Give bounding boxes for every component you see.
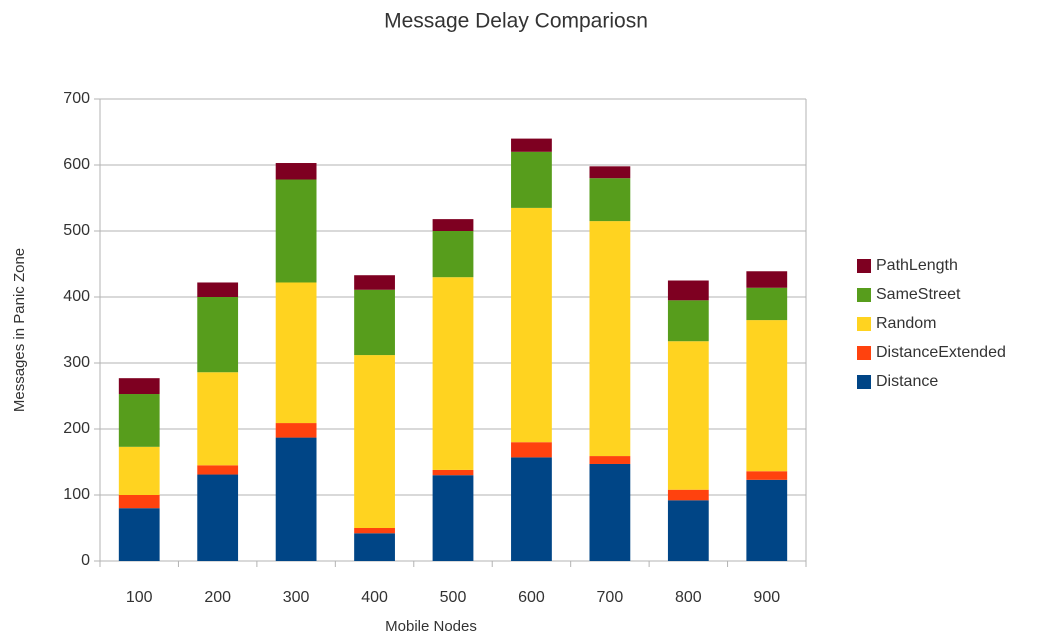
bar-segment: [511, 442, 552, 458]
bar-segment: [197, 474, 239, 561]
bar-segment: [118, 446, 160, 495]
bar-segment: [589, 178, 631, 222]
bar-segment: [275, 437, 317, 561]
bar-segment: [197, 297, 239, 373]
legend-label: SameStreet: [876, 286, 961, 303]
x-axis-title: Mobile Nodes: [385, 618, 477, 634]
bar-segment: [746, 471, 788, 480]
bar-segment: [118, 378, 160, 395]
bar-segment: [667, 500, 709, 561]
bar-segment: [275, 163, 317, 180]
bar-segment: [667, 489, 709, 501]
bar-segment: [118, 394, 160, 447]
x-tick-label: 300: [283, 589, 310, 606]
bar-segment: [197, 282, 239, 297]
y-tick-label: 200: [63, 420, 90, 437]
x-tick-label: 500: [440, 589, 467, 606]
legend-label: Distance: [876, 373, 938, 390]
bar-segment: [589, 456, 631, 464]
y-tick-label: 700: [63, 90, 90, 107]
bar-segment: [354, 355, 395, 528]
y-tick-label: 400: [63, 288, 90, 305]
bar-segment: [746, 271, 788, 288]
bar-segment: [275, 282, 317, 424]
bar-segment: [746, 287, 788, 321]
legend-label: DistanceExtended: [876, 344, 1006, 361]
bar-segment: [197, 372, 239, 466]
bar-segment: [746, 479, 788, 561]
x-tick-label: 100: [126, 589, 153, 606]
bar-segment: [354, 533, 395, 561]
bar-segment: [589, 463, 631, 561]
y-axis-title: Messages in Panic Zone: [11, 248, 28, 412]
bar-segment: [118, 508, 160, 561]
bar-segment: [354, 275, 395, 290]
legend-swatch: [857, 346, 871, 360]
y-tick-label: 0: [81, 552, 90, 569]
bar-segment: [667, 280, 709, 301]
legend-swatch: [857, 259, 871, 273]
bar-segment: [511, 151, 552, 208]
bar-segment: [511, 207, 552, 443]
legend-swatch: [857, 317, 871, 331]
bar-segment: [118, 495, 160, 509]
bar-segment: [511, 457, 552, 561]
chart-title: Message Delay Compariosn: [384, 10, 648, 33]
x-tick-label: 700: [597, 589, 624, 606]
x-tick-label: 400: [361, 589, 388, 606]
bar-segment: [432, 231, 474, 278]
y-tick-label: 300: [63, 354, 90, 371]
bar-segment: [275, 423, 317, 438]
bar-segment: [511, 138, 552, 152]
x-tick-label: 200: [204, 589, 231, 606]
y-tick-label: 500: [63, 222, 90, 239]
y-tick-label: 600: [63, 156, 90, 173]
bar-segment: [667, 300, 709, 342]
legend-swatch: [857, 288, 871, 302]
bar-segment: [275, 179, 317, 283]
bar-segment: [432, 219, 474, 231]
bar-segment: [589, 221, 631, 457]
bar-segment: [432, 469, 474, 476]
legend-label: Random: [876, 315, 936, 332]
bar-segment: [432, 277, 474, 470]
bar-segment: [589, 166, 631, 179]
bar-segment: [197, 465, 239, 475]
bar-segment: [667, 341, 709, 490]
x-tick-label: 600: [518, 589, 545, 606]
bar-segment: [746, 320, 788, 472]
y-tick-label: 100: [63, 486, 90, 503]
bar-segment: [354, 289, 395, 356]
legend-swatch: [857, 375, 871, 389]
bar-segment: [354, 528, 395, 534]
x-tick-label: 900: [753, 589, 780, 606]
x-tick-label: 800: [675, 589, 702, 606]
bar-segment: [432, 475, 474, 561]
legend-label: PathLength: [876, 257, 958, 274]
